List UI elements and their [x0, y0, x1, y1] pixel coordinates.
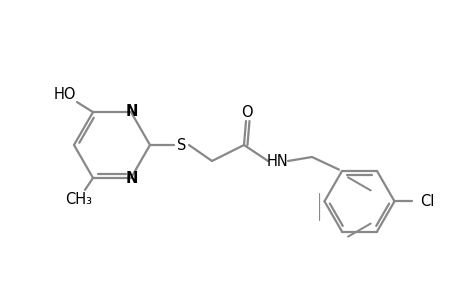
Text: HO: HO	[54, 87, 76, 102]
Text: S: S	[177, 137, 186, 152]
Text: CH₃: CH₃	[65, 192, 92, 207]
Text: N: N	[126, 171, 138, 186]
Text: HN: HN	[267, 154, 288, 169]
Text: N: N	[126, 103, 138, 118]
Text: O: O	[241, 104, 252, 119]
Text: Cl: Cl	[420, 194, 434, 209]
